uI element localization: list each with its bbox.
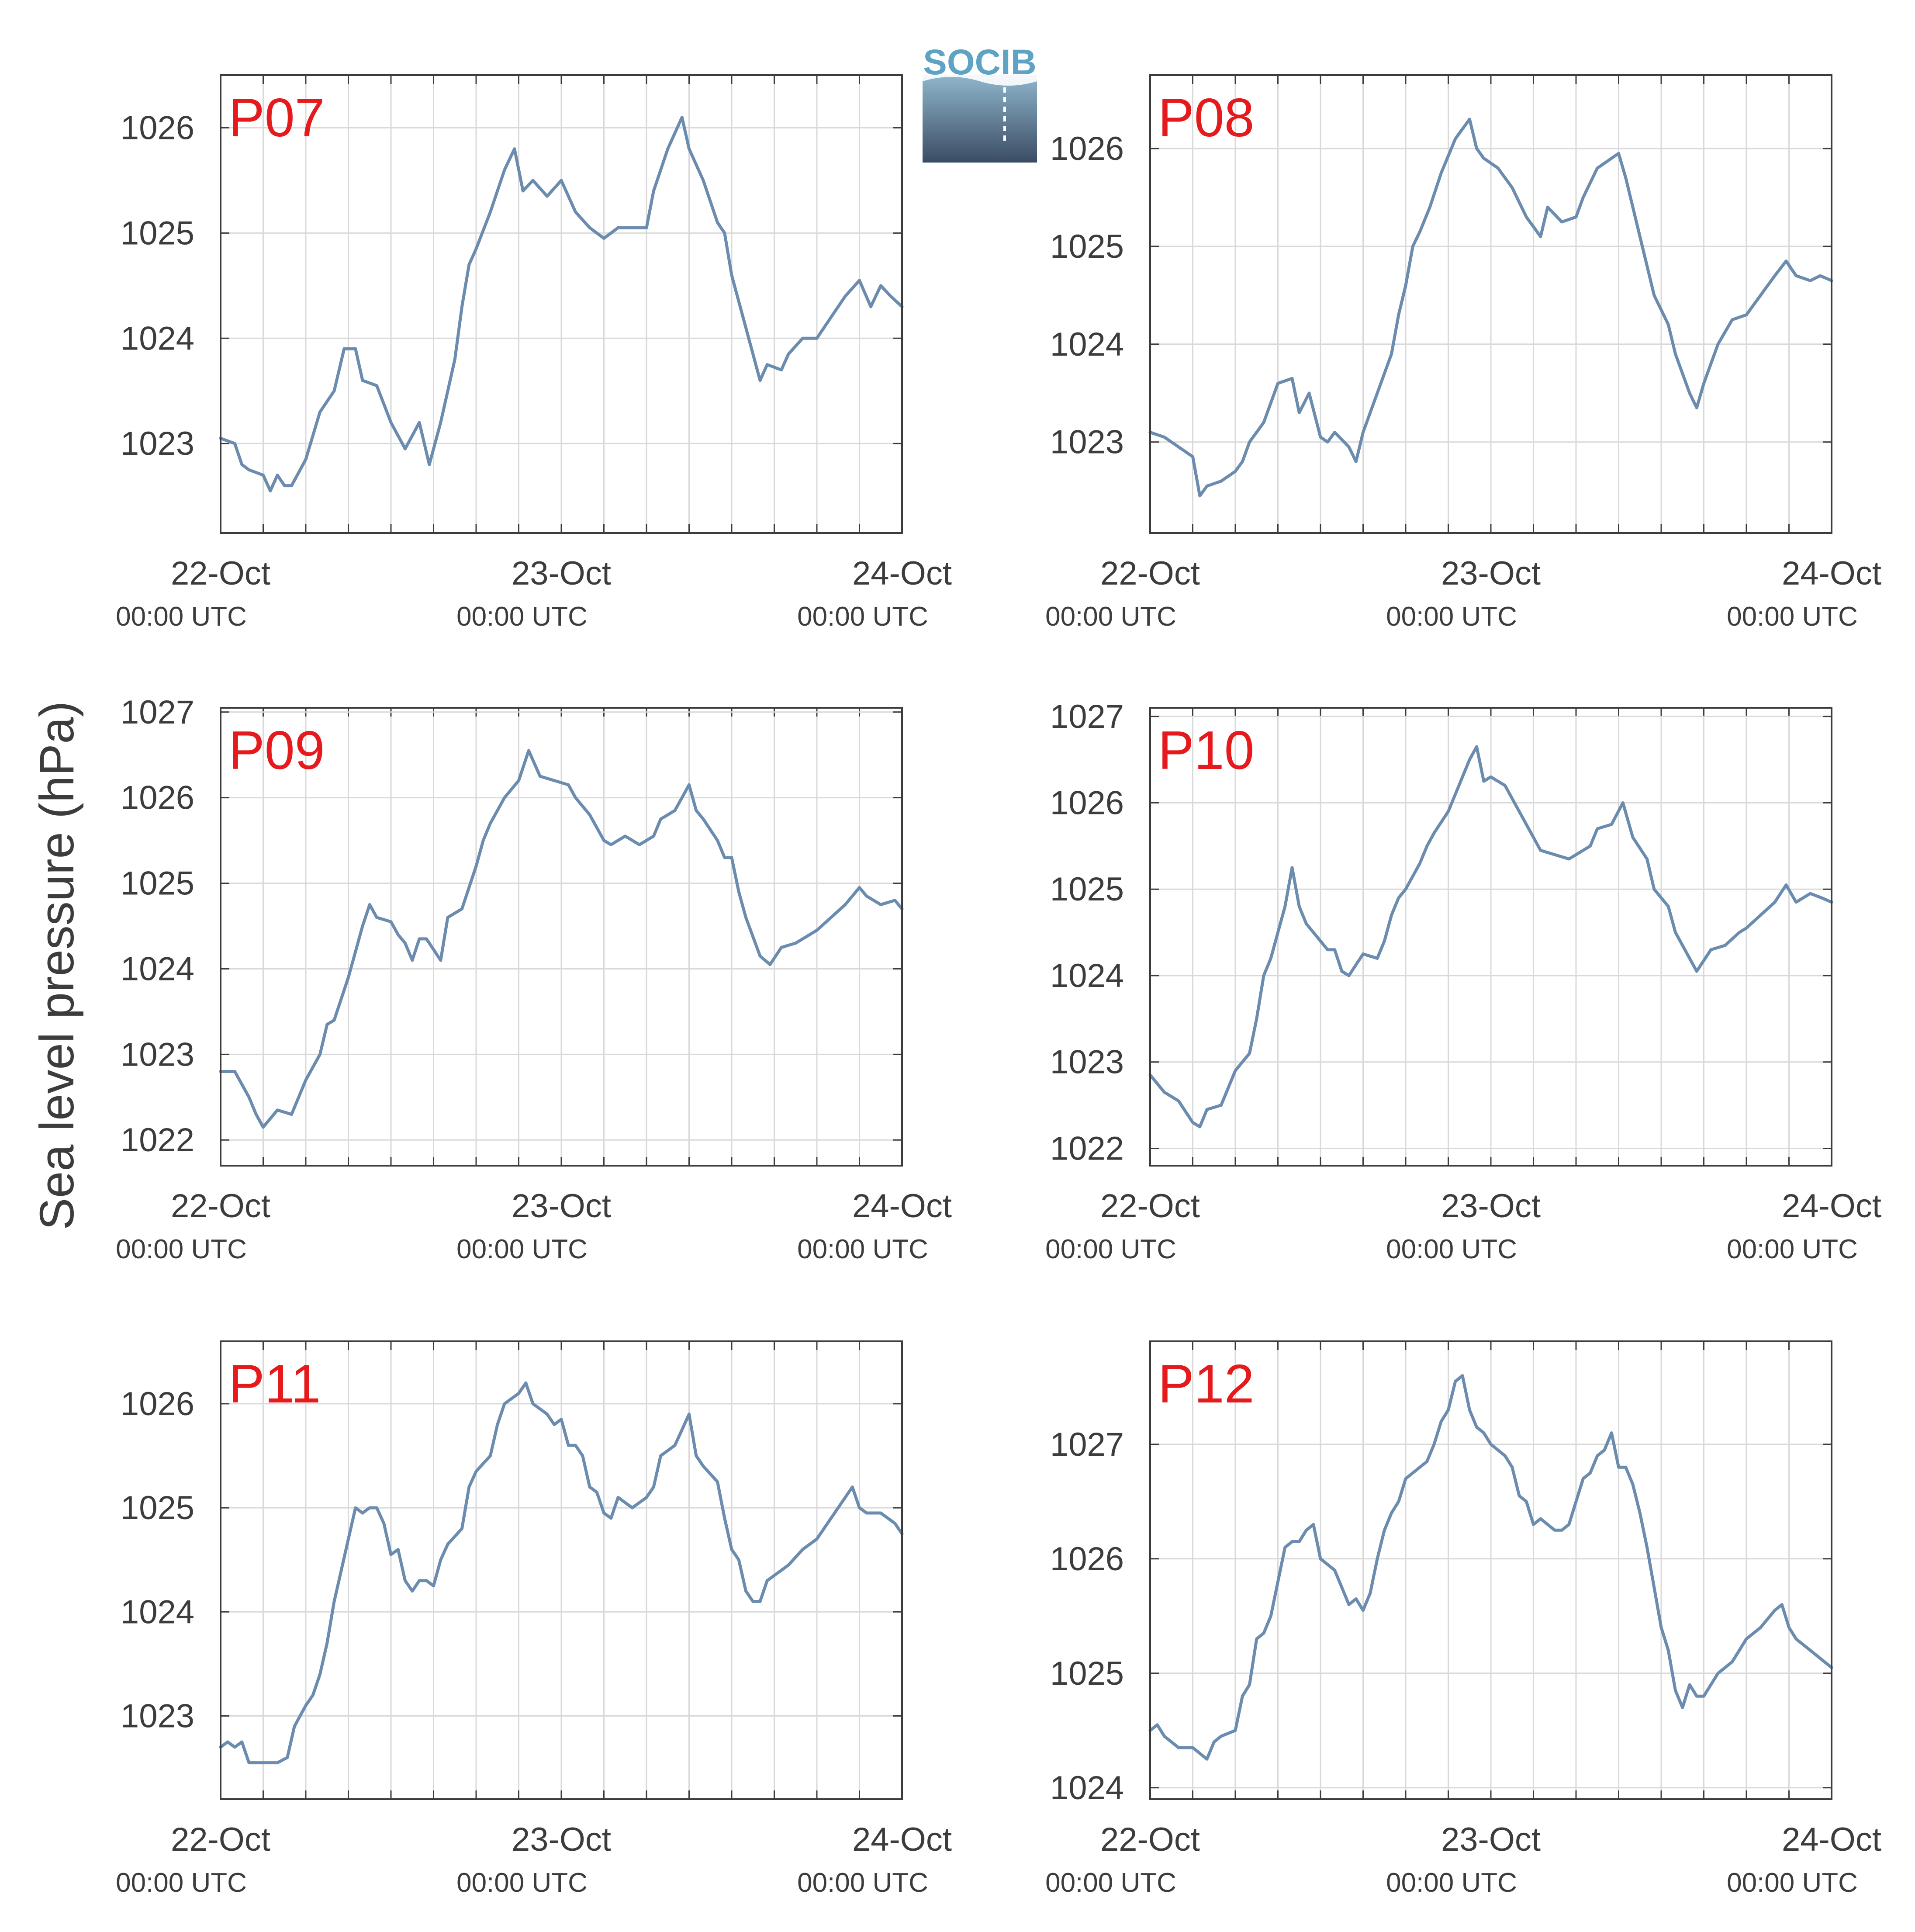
series-line: [219, 1381, 904, 1765]
x-tick-label-time: 00:00 UTC: [1386, 1868, 1517, 1898]
x-tick-label-date: 22-Oct: [171, 555, 270, 592]
series-line: [219, 115, 904, 493]
y-tick-label: 1026: [1050, 130, 1124, 167]
y-tick-label: 1024: [121, 1593, 194, 1631]
x-tick-label-date: 24-Oct: [1782, 1821, 1881, 1858]
panel-label: P10: [1158, 720, 1255, 781]
axes-frame: [220, 1340, 903, 1800]
x-tick-label-time: 00:00 UTC: [456, 1234, 588, 1264]
x-tick-label-date: 23-Oct: [512, 1821, 611, 1858]
x-tick-label-date: 23-Oct: [512, 1188, 611, 1225]
y-tick-label: 1025: [121, 215, 194, 252]
chart-panels: 1023 1024 1025 1026 P07 22-Oct 00:00 UTC 23-Oct…: [116, 74, 1881, 1898]
x-tick-label-date: 24-Oct: [1782, 555, 1881, 592]
axes-frame: [220, 74, 903, 534]
panel-label: P09: [228, 720, 325, 781]
x-tick-label-time: 00:00 UTC: [1386, 1234, 1517, 1264]
y-tick-label: 1023: [1050, 424, 1124, 461]
x-tick-label-date: 22-Oct: [1100, 1821, 1200, 1858]
x-tick-label-time: 00:00 UTC: [797, 1868, 928, 1898]
series-line: [1148, 745, 1833, 1129]
y-tick-label: 1026: [121, 779, 194, 817]
panel-p11: 1023 1024 1025 1026 P11 22-Oct 00:00 UTC 23-Oct…: [116, 1340, 952, 1898]
y-tick-label: 1023: [121, 425, 194, 462]
x-tick-label-date: 22-Oct: [171, 1188, 270, 1225]
x-tick-label-time: 00:00 UTC: [116, 1868, 247, 1898]
y-tick-label: 1024: [121, 950, 194, 987]
x-tick-label-date: 23-Oct: [512, 555, 611, 592]
logo-wave: [923, 75, 1037, 86]
panel-label: P08: [1158, 88, 1255, 148]
x-tick-label-date: 23-Oct: [1441, 555, 1541, 592]
axes-frame: [1149, 1340, 1832, 1800]
logo-gradient-box: [923, 75, 1037, 163]
x-tick-label-time: 00:00 UTC: [797, 1234, 928, 1264]
panel-label: P12: [1158, 1354, 1255, 1414]
x-tick-label-time: 00:00 UTC: [1727, 1234, 1858, 1264]
y-axis-label: Sea level pressure (hPa): [30, 701, 84, 1230]
y-tick-label: 1025: [121, 865, 194, 902]
y-tick-label: 1026: [1050, 785, 1124, 822]
y-tick-label: 1022: [121, 1122, 194, 1159]
x-tick-label-time: 00:00 UTC: [116, 602, 247, 632]
x-tick-label-time: 00:00 UTC: [456, 602, 588, 632]
y-tick-label: 1025: [1050, 1655, 1124, 1692]
panel-p10: 1022 1023 1024 1025 1026 1027 P10 22-Oct 00:00 U…: [1045, 698, 1881, 1264]
x-tick-label-date: 22-Oct: [171, 1821, 270, 1858]
y-tick-label: 1024: [1050, 326, 1124, 363]
y-tick-label: 1024: [1050, 957, 1124, 994]
y-tick-label: 1023: [121, 1036, 194, 1073]
series-line: [1148, 118, 1833, 498]
x-tick-label-date: 24-Oct: [852, 1821, 952, 1858]
y-tick-label: 1024: [121, 320, 194, 357]
socib-logo: SOCIB: [923, 42, 1037, 163]
y-tick-label: 1025: [1050, 871, 1124, 908]
x-tick-label-date: 24-Oct: [852, 555, 952, 592]
y-tick-label: 1022: [1050, 1130, 1124, 1167]
y-tick-label: 1026: [1050, 1541, 1124, 1578]
series-line: [219, 749, 904, 1129]
axes-frame: [220, 707, 903, 1167]
y-tick-label: 1026: [121, 1385, 194, 1423]
x-tick-label-time: 00:00 UTC: [1727, 1868, 1858, 1898]
x-tick-label-date: 24-Oct: [1782, 1188, 1881, 1225]
series-line: [1148, 1374, 1833, 1761]
x-tick-label-date: 23-Oct: [1441, 1821, 1541, 1858]
panel-label: P11: [228, 1354, 321, 1414]
y-tick-label: 1023: [1050, 1044, 1124, 1081]
axes-frame: [1149, 74, 1832, 534]
x-tick-label-date: 23-Oct: [1441, 1188, 1541, 1225]
y-tick-label: 1027: [1050, 698, 1124, 735]
panel-p12: 1024 1025 1026 1027 P12 22-Oct 00:00 UTC 23-Oct…: [1045, 1340, 1881, 1898]
x-tick-label-time: 00:00 UTC: [1045, 602, 1176, 632]
x-tick-label-date: 24-Oct: [852, 1188, 952, 1225]
x-tick-label-time: 00:00 UTC: [1727, 602, 1858, 632]
y-tick-label: 1026: [121, 109, 194, 146]
y-tick-label: 1023: [121, 1697, 194, 1735]
logo-text: SOCIB: [923, 42, 1037, 82]
y-tick-label: 1025: [121, 1489, 194, 1527]
panel-p08: 1023 1024 1025 1026 P08 22-Oct 00:00 UTC 23-Oct…: [1045, 74, 1881, 632]
x-tick-label-time: 00:00 UTC: [1045, 1868, 1176, 1898]
x-tick-label-date: 22-Oct: [1100, 1188, 1200, 1225]
x-tick-label-time: 00:00 UTC: [1045, 1234, 1176, 1264]
y-tick-label: 1027: [1050, 1426, 1124, 1463]
y-tick-label: 1027: [121, 694, 194, 731]
axes-frame: [1149, 707, 1832, 1167]
panel-p09: 1022 1023 1024 1025 1026 1027 P09 22-Oct 00:00 U…: [116, 694, 952, 1264]
panel-p07: 1023 1024 1025 1026 P07 22-Oct 00:00 UTC 23-Oct…: [116, 74, 952, 632]
x-tick-label-time: 00:00 UTC: [456, 1868, 588, 1898]
x-tick-label-time: 00:00 UTC: [1386, 602, 1517, 632]
x-tick-label-date: 22-Oct: [1100, 555, 1200, 592]
y-tick-label: 1025: [1050, 228, 1124, 265]
panel-label: P07: [228, 88, 325, 148]
x-tick-label-time: 00:00 UTC: [797, 602, 928, 632]
x-tick-label-time: 00:00 UTC: [116, 1234, 247, 1264]
y-tick-label: 1024: [1050, 1769, 1124, 1807]
